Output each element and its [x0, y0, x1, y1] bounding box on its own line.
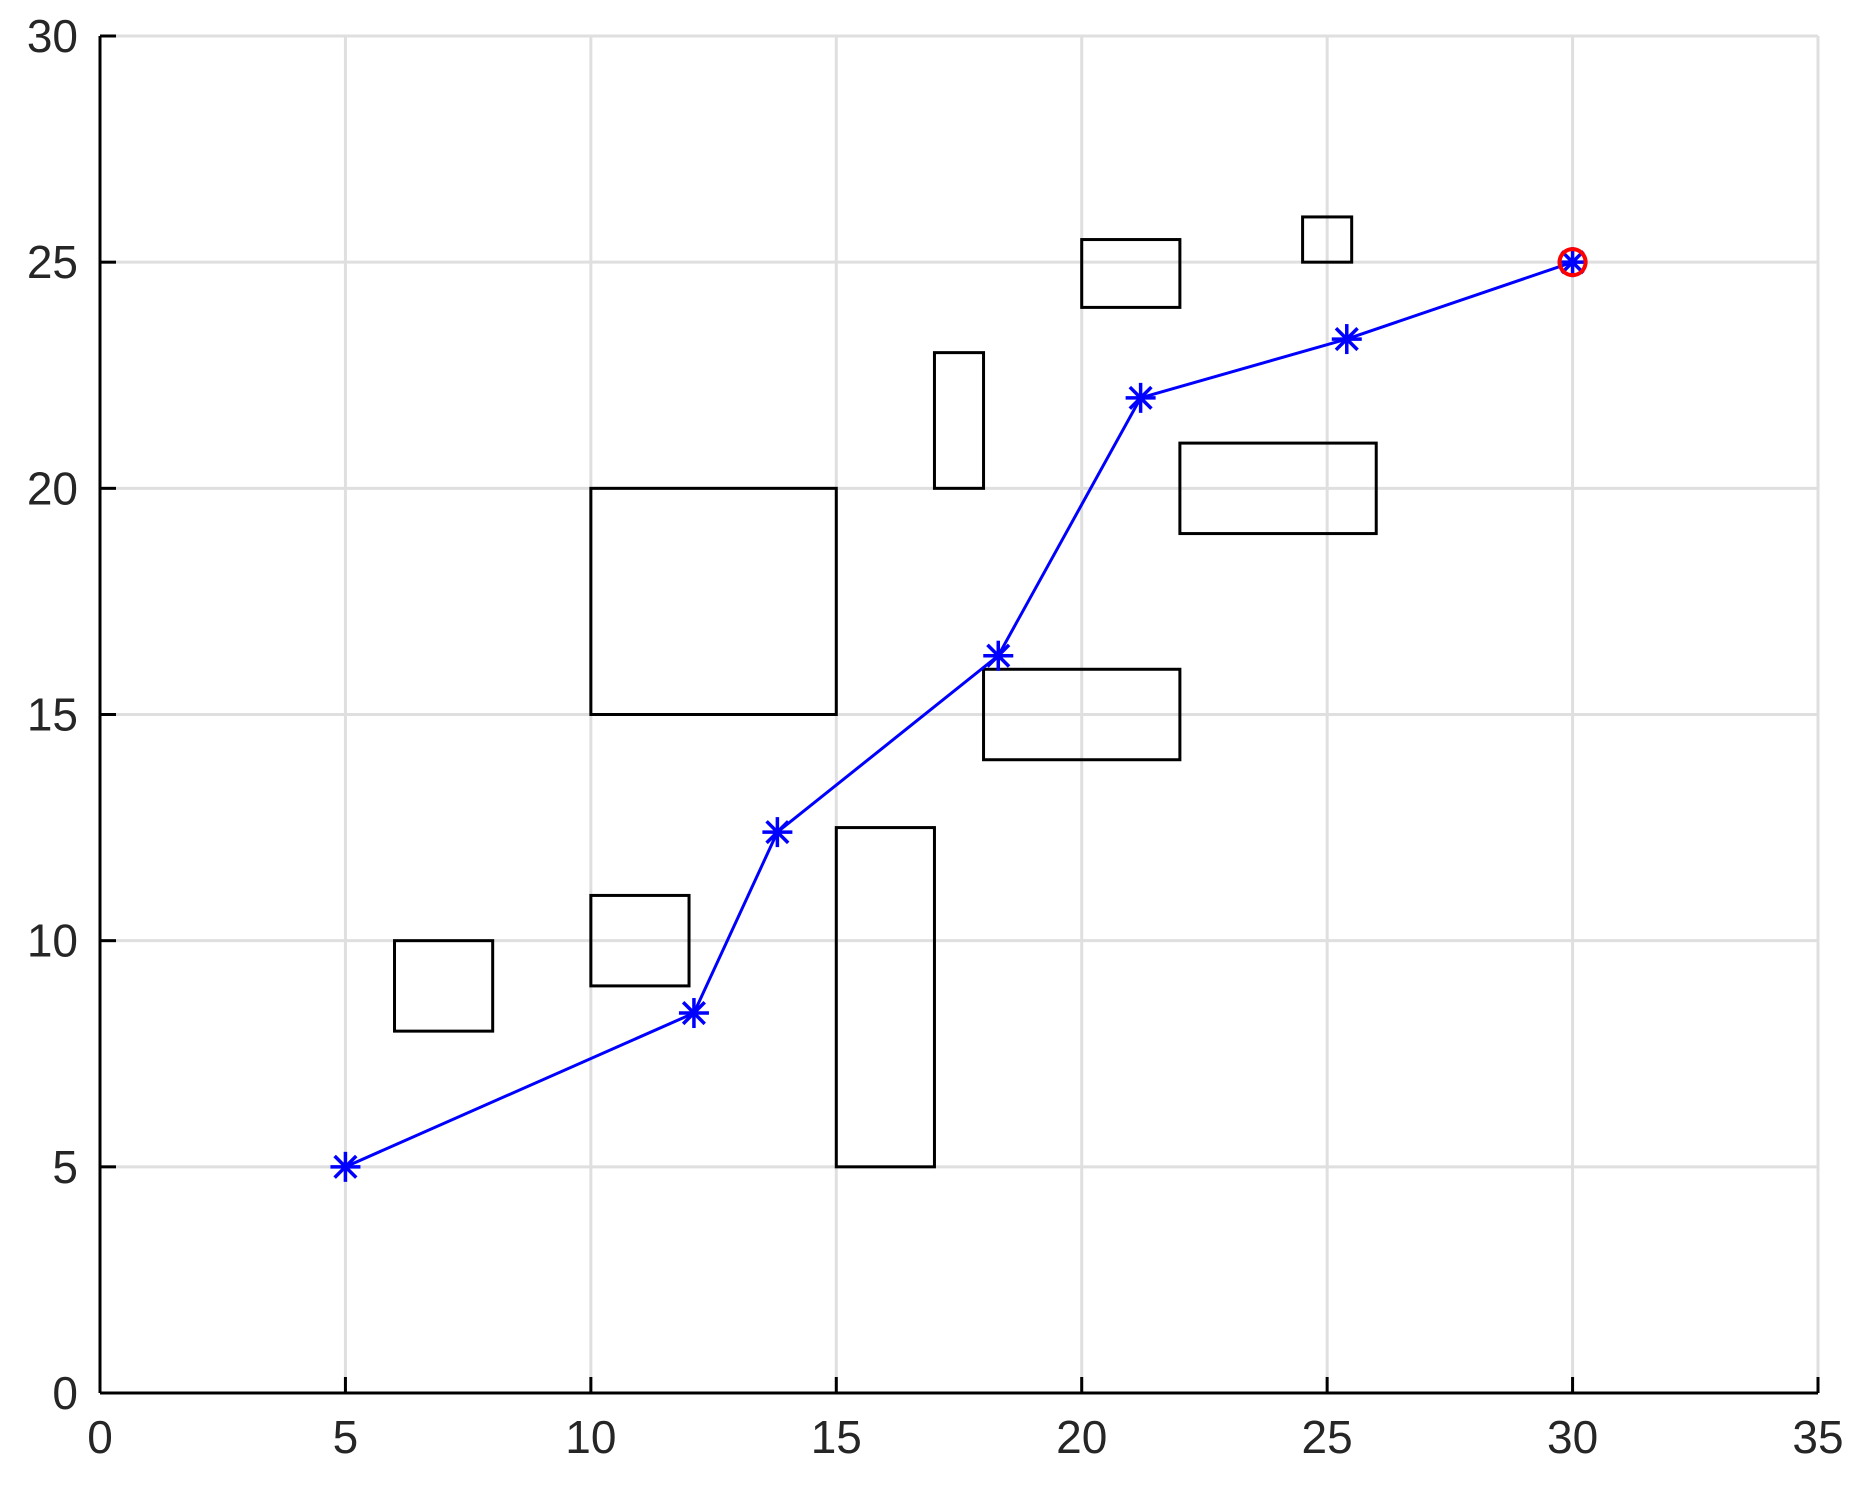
asterisk-stroke [765, 820, 790, 845]
y-tick-label-3: 15 [27, 689, 78, 741]
goal-marker-layer [1557, 247, 1588, 278]
x-tick-label-4: 20 [1056, 1411, 1107, 1463]
asterisk-stroke [333, 1154, 358, 1179]
obstacle-rect-4 [932, 351, 986, 490]
x-tick-label-7: 35 [1792, 1411, 1843, 1463]
obstacle-rect-8 [1301, 215, 1354, 264]
obstacle-rect-3 [834, 826, 936, 1169]
tick-labels: 0 5 10 15 20 25 30 35 0 5 10 15 20 25 30 [27, 10, 1844, 1463]
y-tick-label-1: 5 [52, 1141, 78, 1193]
obstacle-rect-2 [589, 486, 838, 717]
y-tick-label-4: 20 [27, 462, 78, 514]
y-tick-label-2: 10 [27, 915, 78, 967]
axes [98, 34, 1820, 1395]
path-series [330, 247, 1588, 1182]
series-point-5 [1331, 324, 1362, 355]
obstacle-rect-5 [982, 667, 1182, 762]
obstacle-rect-6 [1080, 238, 1182, 309]
asterisk-stroke [1128, 385, 1153, 410]
x-tick-label-2: 10 [565, 1411, 616, 1463]
y-tick-label-6: 30 [27, 10, 78, 62]
asterisk-stroke [1560, 250, 1585, 275]
asterisk-stroke [986, 643, 1011, 668]
x-tick-label-6: 30 [1547, 1411, 1598, 1463]
series-point-3 [983, 640, 1014, 671]
x-tick-label-5: 25 [1302, 1411, 1353, 1463]
x-tick-label-3: 15 [811, 1411, 862, 1463]
asterisk-stroke [681, 1001, 706, 1026]
goal-point-marker [1557, 247, 1588, 278]
series-point-6 [1557, 247, 1588, 278]
series-point-2 [762, 817, 793, 848]
obstacle-rect-1 [589, 893, 691, 988]
asterisk-stroke [1334, 327, 1359, 352]
grid [100, 34, 1820, 1393]
x-tick-label-0: 0 [87, 1411, 113, 1463]
y-tick-label-0: 0 [52, 1367, 78, 1419]
obstacle-rect-0 [393, 939, 495, 1033]
series-point-1 [678, 998, 709, 1029]
obstacles [393, 215, 1378, 1169]
series-point-4 [1125, 382, 1156, 413]
series-point-0 [330, 1151, 361, 1182]
obstacle-rect-7 [1178, 441, 1378, 536]
x-tick-label-1: 5 [333, 1411, 359, 1463]
y-tick-label-5: 25 [27, 236, 78, 288]
